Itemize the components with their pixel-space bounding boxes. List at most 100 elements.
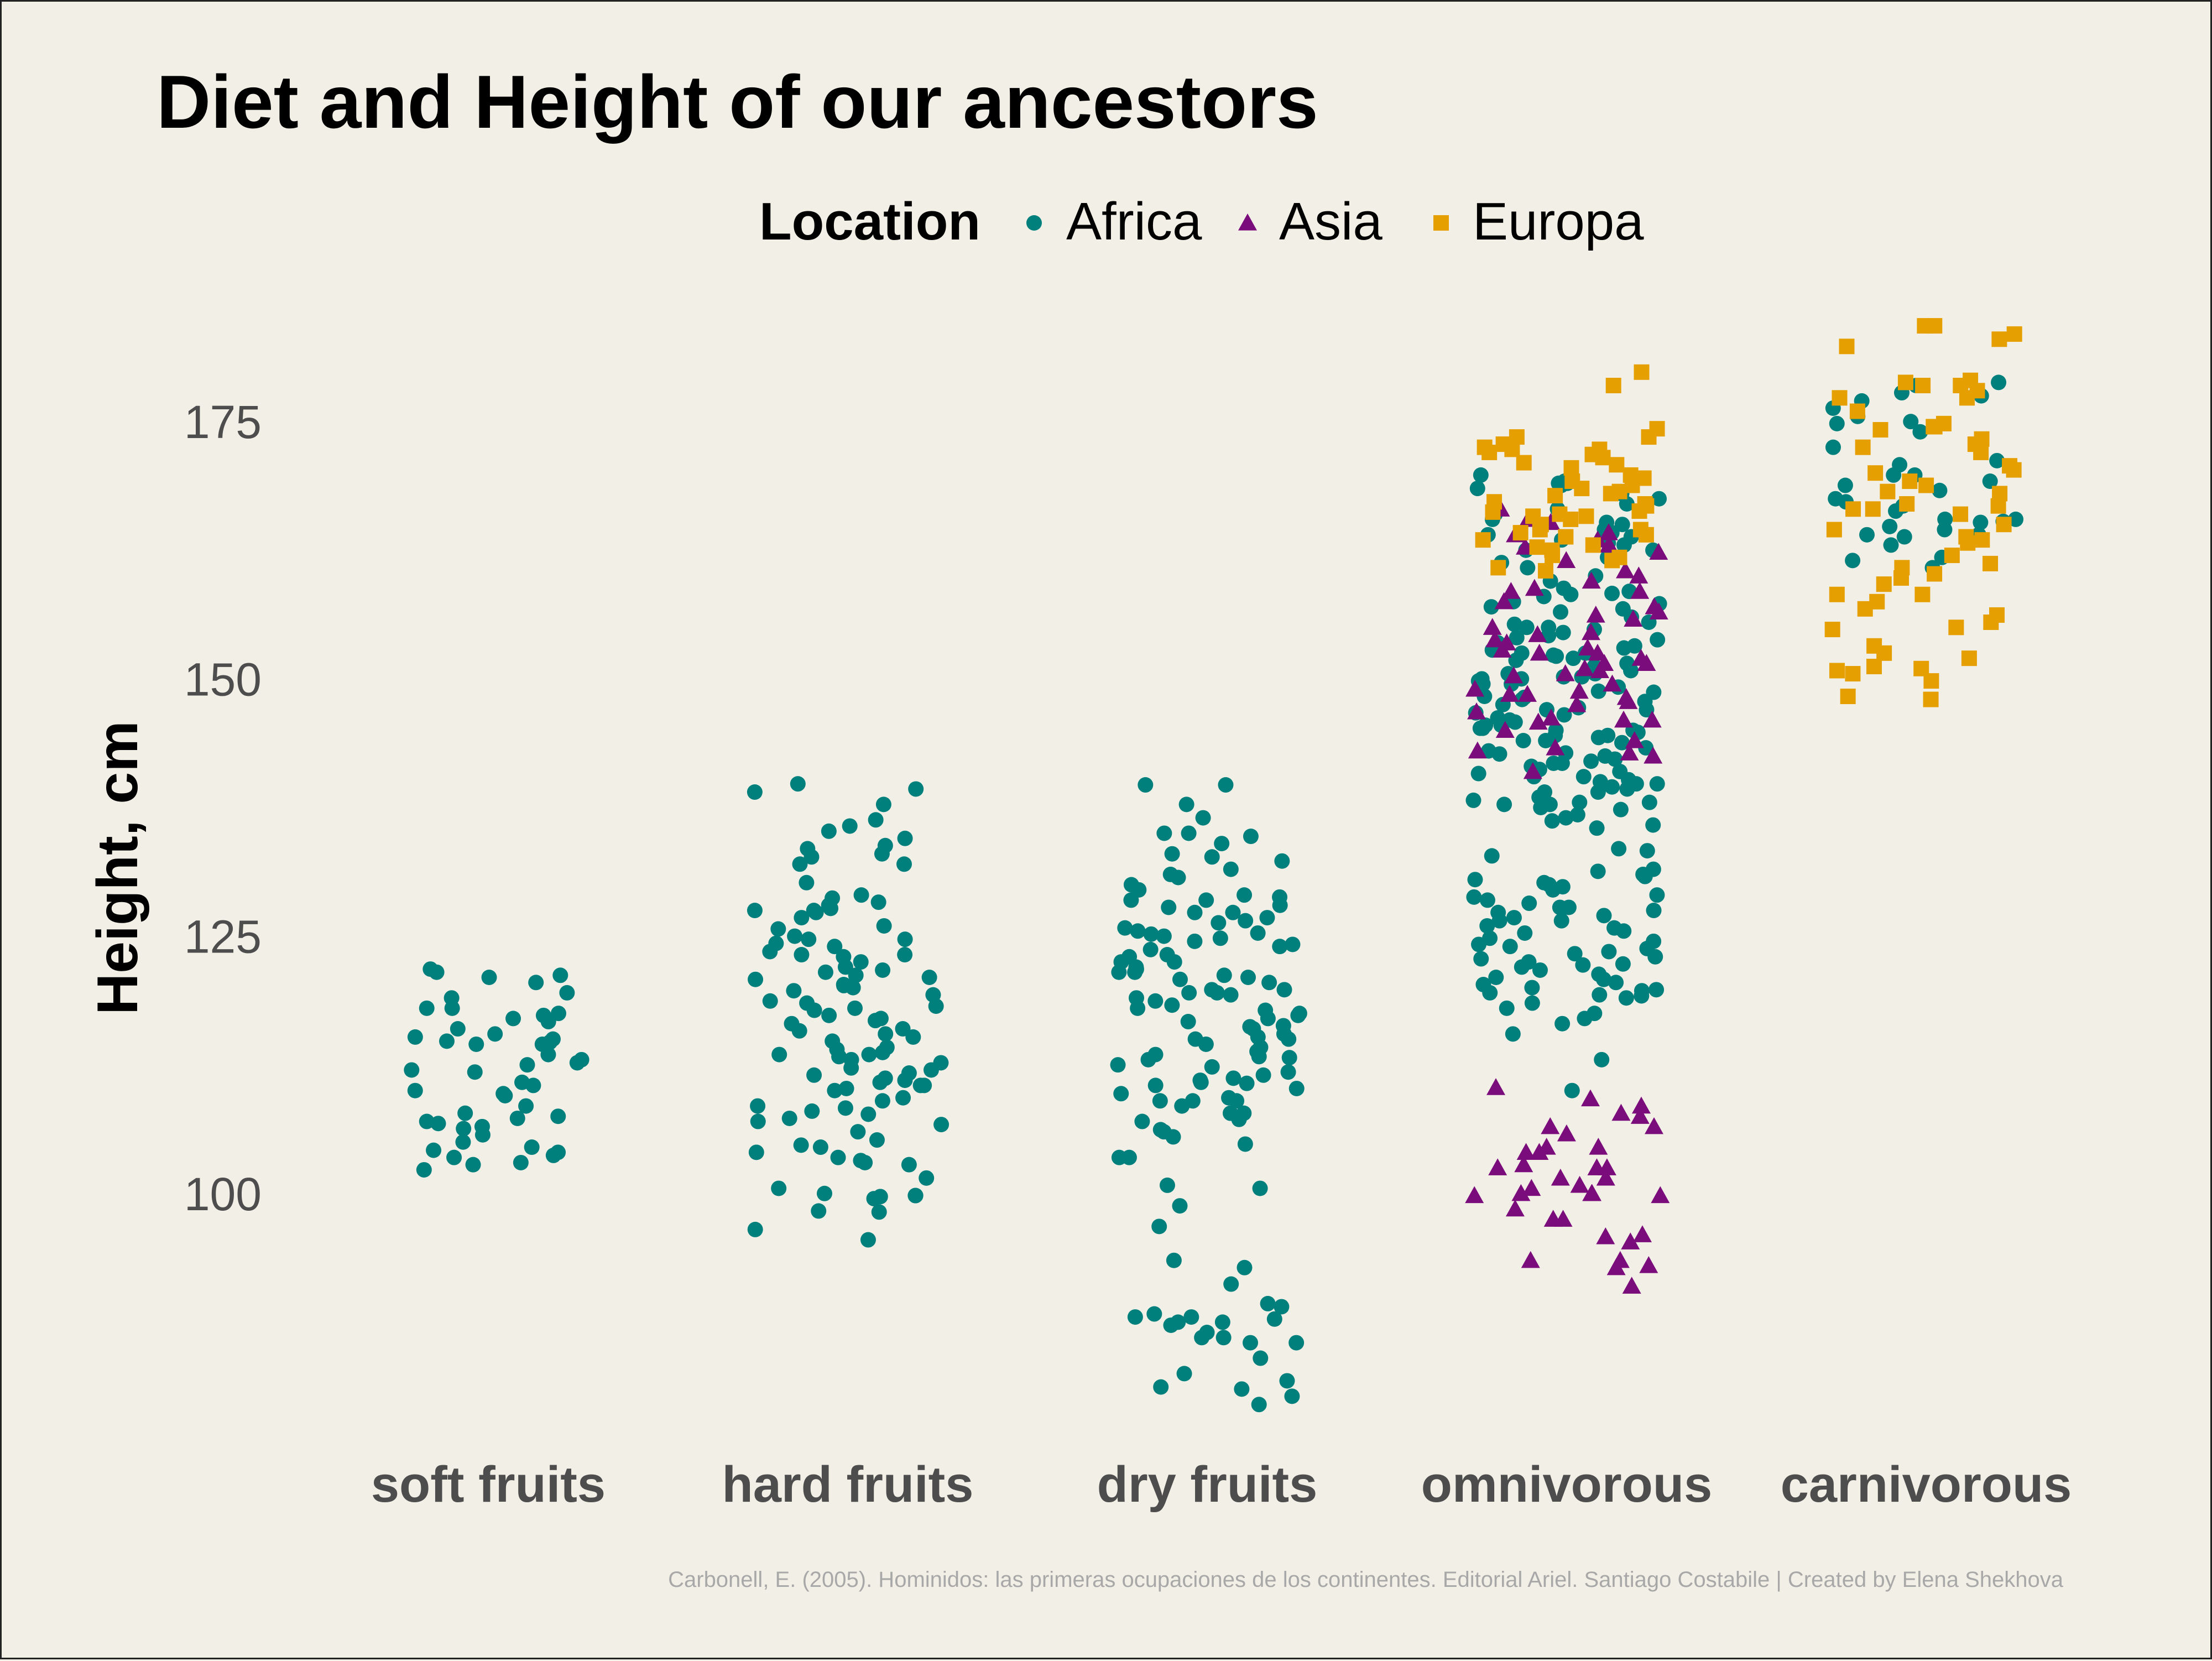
point-africa-204 (1216, 967, 1232, 983)
point-africa-48 (497, 1088, 513, 1103)
plot-points (404, 318, 2024, 1413)
point-africa-495 (1973, 514, 1989, 530)
point-europa-65 (2002, 458, 2018, 474)
point-africa-11 (450, 1021, 466, 1037)
point-africa-432 (1646, 684, 1662, 700)
point-africa-129 (837, 1100, 853, 1116)
point-europa-106 (1953, 506, 1969, 522)
point-africa-468 (1596, 908, 1612, 924)
point-europa-108 (1857, 601, 1873, 617)
point-europa-84 (1826, 522, 1842, 538)
point-africa-267 (1198, 892, 1214, 908)
y-tick-label-2: 150 (184, 653, 262, 705)
point-africa-250 (1255, 1067, 1271, 1083)
point-asia-2 (1567, 695, 1587, 712)
point-africa-86 (748, 1144, 764, 1160)
point-africa-88 (868, 812, 884, 828)
point-asia-38 (1500, 685, 1519, 702)
point-europa-103 (1915, 378, 1931, 393)
point-europa-21 (1481, 444, 1498, 460)
point-europa-54 (1840, 688, 1856, 704)
point-europa-7 (1552, 506, 1568, 522)
point-africa-504 (1837, 477, 1853, 493)
point-asia-23 (1578, 638, 1597, 656)
y-axis: 100 125 150 175 (184, 396, 262, 1220)
point-africa-470 (1608, 975, 1624, 991)
point-africa-346 (1613, 801, 1629, 818)
point-europa-80 (1991, 331, 2007, 347)
point-asia-18 (1611, 1103, 1631, 1121)
point-africa-347 (1611, 841, 1627, 857)
point-europa-96 (1923, 691, 1939, 707)
point-africa-378 (1467, 872, 1483, 888)
point-africa-464 (1600, 727, 1616, 743)
point-africa-62 (871, 1204, 887, 1220)
legend-label-asia: Asia (1279, 192, 1383, 251)
point-africa-202 (1187, 904, 1203, 920)
point-africa-183 (1259, 910, 1275, 926)
point-africa-256 (1238, 913, 1254, 929)
point-africa-207 (1280, 1064, 1296, 1080)
point-africa-19 (545, 1031, 561, 1047)
point-africa-25 (456, 1121, 472, 1137)
point-asia-0 (1582, 571, 1601, 589)
point-europa-38 (1537, 563, 1553, 579)
point-europa-68 (1914, 586, 1931, 602)
point-africa-498 (1982, 473, 1998, 490)
point-asia-54 (1525, 579, 1544, 596)
point-africa-308 (1519, 619, 1535, 636)
point-africa-203 (1187, 933, 1203, 949)
point-africa-386 (1508, 652, 1524, 668)
point-africa-156 (811, 1203, 827, 1219)
point-africa-389 (1515, 733, 1531, 748)
point-africa-110 (790, 776, 806, 792)
point-asia-6 (1622, 1277, 1641, 1294)
point-africa-76 (830, 1149, 846, 1165)
point-africa-137 (829, 1042, 845, 1058)
x-axis: soft fruits hard fruits dry fruits omnivoro… (371, 1456, 2072, 1513)
point-africa-45 (545, 1147, 561, 1163)
point-africa-299 (1553, 913, 1569, 929)
point-europa-61 (1948, 619, 1964, 636)
point-africa-153 (836, 977, 852, 993)
point-africa-94 (933, 1055, 949, 1071)
point-africa-273 (1113, 1086, 1129, 1102)
point-africa-225 (1291, 1006, 1307, 1022)
point-africa-60 (793, 1137, 809, 1153)
point-africa-161 (1130, 923, 1146, 939)
point-asia-68 (1551, 1168, 1570, 1186)
x-tick-label-3: omnivorous (1421, 1456, 1712, 1513)
point-africa-74 (750, 1098, 766, 1114)
point-europa-70 (1829, 663, 1845, 679)
point-europa-99 (1899, 496, 1915, 512)
point-africa-366 (1482, 985, 1498, 1001)
point-africa-364 (1517, 925, 1533, 941)
point-africa-490 (1896, 529, 1912, 545)
point-africa-286 (1215, 1330, 1232, 1346)
point-asia-78 (1629, 566, 1648, 584)
point-africa-350 (1601, 944, 1617, 960)
point-africa-117 (901, 1065, 917, 1081)
point-europa-19 (1578, 508, 1594, 524)
point-europa-60 (1893, 570, 1910, 586)
y-tick-label-1: 125 (184, 911, 262, 963)
legend-title: Location (759, 192, 980, 251)
point-africa-315 (1465, 792, 1481, 808)
point-europa-45 (1631, 503, 1647, 519)
point-africa-58 (827, 1082, 843, 1098)
point-asia-70 (1649, 543, 1668, 560)
point-africa-229 (1274, 1299, 1290, 1315)
point-africa-409 (1482, 930, 1498, 946)
point-asia-75 (1486, 1078, 1506, 1095)
point-africa-187 (1204, 1059, 1220, 1075)
point-asia-90 (1580, 1089, 1600, 1107)
point-europa-98 (1855, 439, 1871, 455)
point-asia-65 (1616, 688, 1636, 705)
point-africa-75 (850, 1124, 866, 1140)
point-africa-510 (1903, 414, 1919, 430)
point-africa-290 (1473, 467, 1489, 483)
point-europa-58 (1880, 483, 1896, 499)
point-africa-70 (847, 1000, 863, 1016)
point-europa-104 (1872, 422, 1888, 438)
point-africa-262 (1134, 1113, 1150, 1129)
